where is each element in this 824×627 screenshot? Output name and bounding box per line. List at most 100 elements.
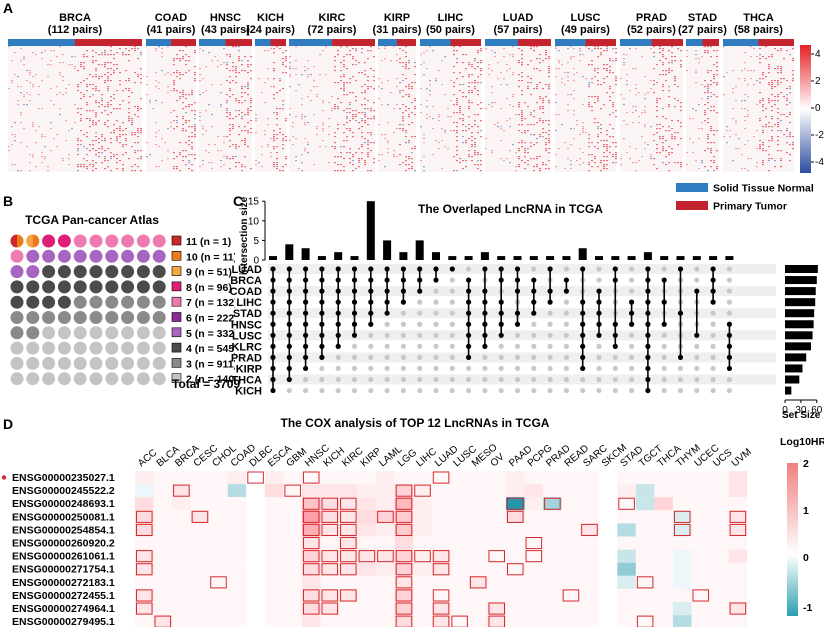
heatmap-cell bbox=[172, 510, 191, 524]
heatmap-cell bbox=[153, 575, 173, 589]
cox-colorbar-tick: 2 bbox=[803, 458, 809, 470]
intersection-bar bbox=[497, 256, 506, 260]
pair-count: (58 pairs) bbox=[734, 24, 783, 36]
heatmap-cell bbox=[413, 497, 432, 511]
heatmap-cell bbox=[357, 510, 377, 524]
significance-box bbox=[321, 523, 339, 537]
heatmap-cell bbox=[172, 536, 191, 550]
matrix-dot bbox=[531, 332, 537, 338]
heatmap-cell bbox=[394, 484, 414, 498]
heatmap-cell bbox=[227, 562, 247, 576]
atlas-dot bbox=[73, 249, 87, 263]
expression-heatmaps: 4 2 0 -2 -4 bbox=[8, 39, 824, 173]
heatmap-cell bbox=[450, 471, 469, 485]
heatmap-cell bbox=[468, 497, 488, 511]
matrix-dot bbox=[368, 365, 374, 372]
heatmap-cell bbox=[376, 615, 395, 627]
significance-box bbox=[173, 484, 190, 497]
pair-count: (31 pairs) bbox=[372, 24, 422, 36]
heatmap-cell bbox=[450, 497, 469, 511]
heatmap-cell bbox=[135, 562, 154, 576]
heatmap-cell bbox=[339, 523, 358, 537]
heatmap-cell bbox=[450, 549, 469, 563]
heatmap-cell bbox=[598, 562, 618, 576]
atlas-dot bbox=[89, 372, 103, 386]
upset-title: The Overlaped LncRNA in TCGA bbox=[418, 202, 603, 216]
set-label: LUAD bbox=[231, 264, 262, 276]
heatmap-cell bbox=[728, 615, 748, 627]
atlas-dot bbox=[42, 234, 56, 248]
matrix-dot bbox=[449, 387, 455, 394]
significance-box bbox=[562, 589, 580, 602]
heatmap-cell bbox=[153, 484, 173, 498]
significance-box bbox=[340, 589, 357, 602]
heatmap-cell bbox=[246, 510, 265, 524]
matrix-dot bbox=[677, 376, 684, 383]
heatmap-cell bbox=[654, 615, 673, 627]
matrix-dot bbox=[400, 376, 406, 383]
matrix-dot bbox=[384, 387, 390, 394]
set-size-bar bbox=[785, 386, 792, 395]
matrix-dot bbox=[612, 387, 618, 394]
heatmap-cell bbox=[135, 471, 154, 485]
cancer-name: PRAD bbox=[635, 12, 668, 24]
heatmap-cell bbox=[691, 484, 711, 498]
intersection-bar bbox=[350, 256, 359, 260]
heatmap-cell bbox=[190, 562, 210, 576]
heatmap-cell bbox=[654, 602, 673, 616]
significance-box bbox=[507, 497, 524, 510]
heatmap-cell bbox=[172, 602, 191, 616]
heatmap-cell bbox=[635, 602, 655, 616]
heatmap-cell bbox=[672, 588, 692, 602]
heatmap-cell bbox=[561, 549, 581, 563]
heatmap-cell bbox=[283, 497, 302, 511]
heatmap-cell bbox=[190, 523, 210, 537]
pair-count: (72 pairs) bbox=[307, 24, 357, 36]
heatmap-cell bbox=[506, 549, 525, 563]
cox-colorbar-tick: -1 bbox=[803, 602, 812, 614]
matrix-dot bbox=[563, 310, 570, 316]
heatmap-cell bbox=[283, 575, 302, 589]
matrix-dot bbox=[612, 354, 618, 360]
heatmap-cell bbox=[246, 497, 265, 511]
heatmap-title-lihc: LIHC (50 pairs) bbox=[411, 12, 491, 36]
heatmap-body bbox=[555, 46, 616, 172]
heatmap-cell bbox=[264, 484, 284, 498]
atlas-legend-swatch bbox=[171, 250, 182, 261]
matrix-dot bbox=[466, 387, 472, 394]
heatmap-cell bbox=[728, 549, 748, 563]
matrix-stripe bbox=[268, 286, 776, 297]
intersection-bar bbox=[366, 201, 375, 260]
heatmap-cell bbox=[209, 575, 228, 589]
heatmap-cell bbox=[543, 602, 562, 616]
cox-title: The COX analysis of TOP 12 LncRNAs in TC… bbox=[280, 416, 550, 430]
significance-box bbox=[136, 589, 153, 602]
heatmap-cell bbox=[190, 575, 210, 589]
heatmap-cell bbox=[561, 562, 581, 576]
matrix-dot bbox=[596, 376, 602, 383]
matrix-dot bbox=[547, 376, 553, 383]
row-label: ENSG00000272183.1 bbox=[12, 577, 115, 589]
colorbar-tick-label: 4 bbox=[815, 49, 821, 60]
atlas-dot bbox=[10, 372, 24, 386]
heatmap-cell bbox=[301, 523, 321, 537]
cancer-name: KIRC bbox=[318, 12, 346, 24]
heatmap-cell bbox=[728, 562, 748, 576]
heatmap-cell bbox=[617, 549, 636, 563]
heatmap-cell bbox=[468, 602, 488, 616]
atlas-dot bbox=[121, 311, 135, 324]
heatmap-cell bbox=[710, 523, 729, 537]
heatmap-cell bbox=[431, 497, 451, 511]
significance-box bbox=[488, 550, 506, 563]
panel-label-d: D bbox=[3, 416, 14, 432]
heatmap-cell bbox=[450, 615, 469, 627]
set-size-bar bbox=[785, 342, 811, 351]
matrix-dot bbox=[368, 332, 374, 338]
heatmap-texture bbox=[420, 46, 482, 172]
heatmap-cell bbox=[635, 497, 655, 511]
matrix-dot bbox=[335, 365, 341, 372]
significance-box bbox=[136, 510, 153, 523]
heatmap-cell bbox=[413, 575, 432, 589]
significance-box bbox=[729, 523, 747, 537]
